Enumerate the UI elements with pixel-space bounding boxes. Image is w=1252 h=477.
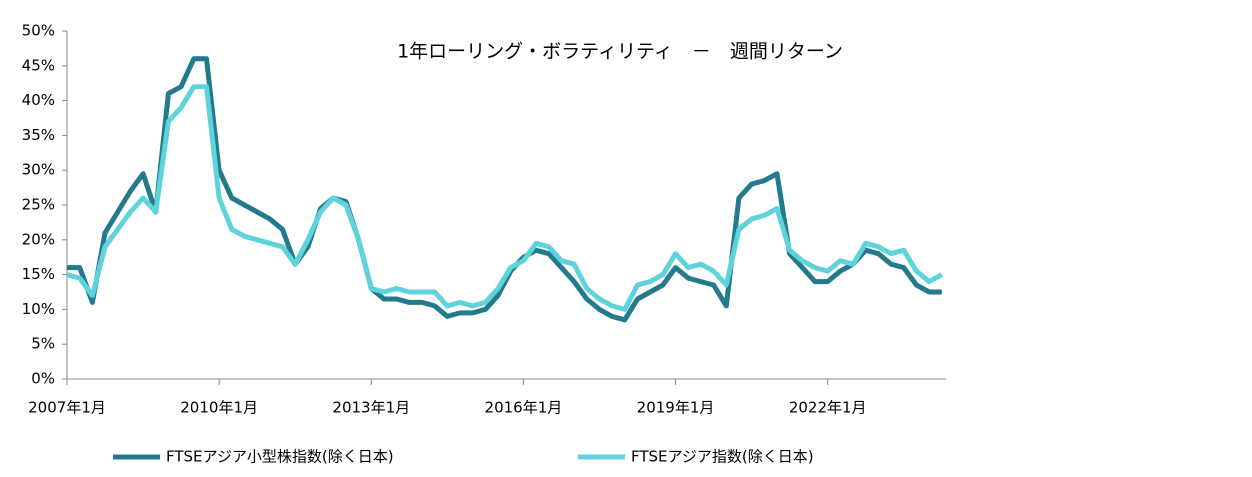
y-tick-label: 25% [22,196,55,214]
x-tick-label: 2019年1月 [637,399,715,417]
series-line [66,84,944,312]
y-tick-label: 35% [22,126,55,144]
y-tick-label: 20% [22,230,55,248]
legend-label: FTSEアジア小型株指数(除く日本) [166,448,394,466]
chart-title: 1年ローリング・ボラティリティ － 週間リターン [397,41,843,63]
x-tick-label: 2013年1月 [332,399,410,417]
x-tick-label: 2016年1月 [485,399,563,417]
legend-label: FTSEアジア指数(除く日本) [631,448,814,466]
x-tick-label: 2007年1月 [28,399,106,417]
y-tick-label: 15% [22,265,55,283]
y-tick-label: 0% [31,370,55,388]
x-tick-label: 2010年1月 [180,399,258,417]
y-tick-label: 50% [22,22,55,40]
y-tick-label: 40% [22,91,55,109]
y-tick-label: 30% [22,161,55,179]
y-tick-label: 10% [22,300,55,318]
y-tick-label: 45% [22,56,55,74]
y-tick-label: 5% [31,335,55,353]
x-tick-label: 2022年1月 [789,399,867,417]
series-line [67,56,942,323]
